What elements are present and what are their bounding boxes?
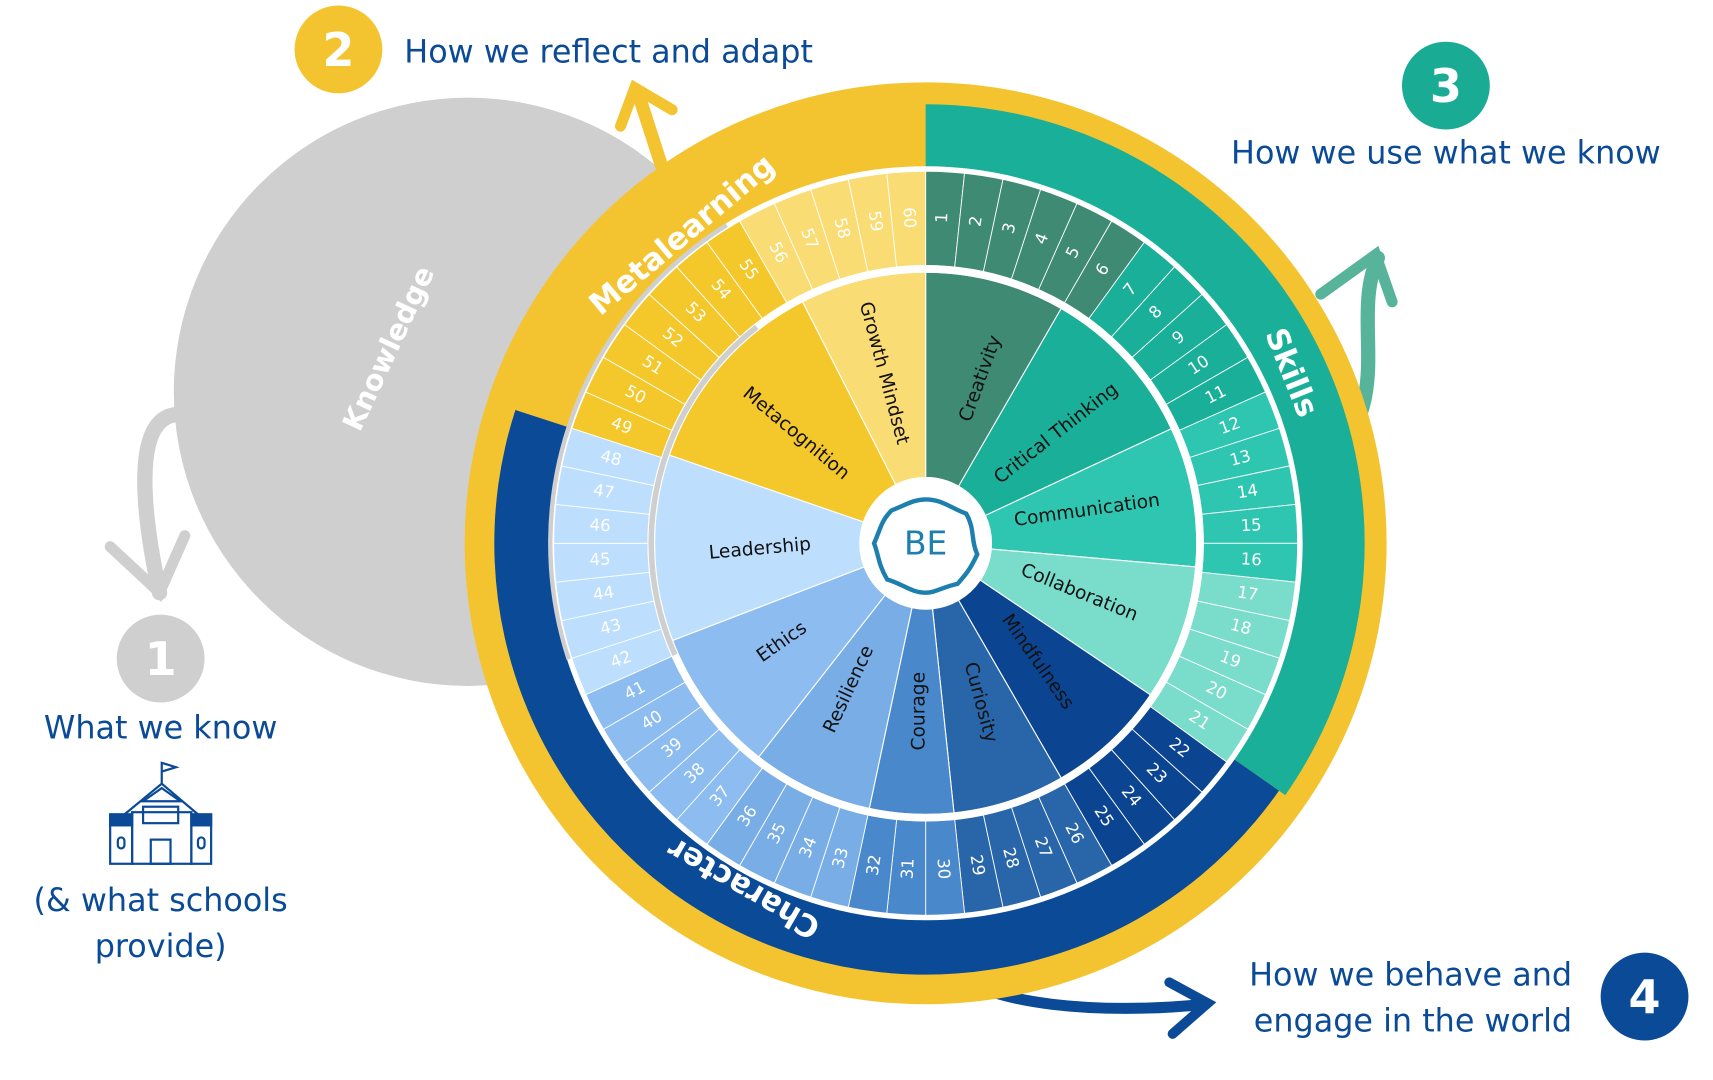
element-number-58: 58	[830, 216, 854, 241]
step-4-title-line-1: How we behave and	[1249, 956, 1572, 994]
step-4: 4 How we behave and engage in the world	[1249, 952, 1689, 1041]
step-4-badge	[1600, 952, 1689, 1041]
element-number-29: 29	[967, 853, 989, 877]
step-1-subtitle-line-1: (& what schools	[34, 881, 288, 919]
element-number-47: 47	[592, 480, 616, 502]
element-number-32: 32	[863, 853, 885, 877]
step-3-badge	[1401, 41, 1490, 130]
step-2-number: 2	[322, 23, 354, 77]
element-number-2: 2	[965, 215, 985, 228]
element-number-46: 46	[589, 515, 611, 535]
element-number-44: 44	[592, 582, 616, 604]
arrow-knowledge-icon	[104, 407, 191, 602]
step-3: 3 How we use what we know	[1231, 41, 1661, 172]
school-icon	[109, 761, 213, 865]
step-2-title: How we reflect and adapt	[404, 33, 813, 71]
element-number-45: 45	[589, 549, 611, 569]
element-number-28: 28	[999, 845, 1023, 870]
step-2: 2 How we reflect and adapt	[294, 5, 813, 94]
be-logo-icon	[871, 497, 980, 595]
element-number-48: 48	[598, 446, 623, 470]
step-1-title: What we know	[44, 709, 277, 747]
be-logo-text: BE	[904, 523, 947, 562]
element-number-14: 14	[1236, 480, 1260, 502]
element-number-30: 30	[934, 858, 954, 880]
element-number-15: 15	[1240, 515, 1262, 535]
element-number-16: 16	[1240, 549, 1262, 569]
step-2-badge	[294, 5, 383, 94]
element-number-43: 43	[598, 615, 623, 639]
element-number-60: 60	[900, 207, 920, 229]
element-number-17: 17	[1236, 582, 1260, 604]
step-3-title: How we use what we know	[1231, 134, 1661, 172]
element-number-31: 31	[898, 858, 918, 880]
step-3-number: 3	[1430, 59, 1462, 113]
step-4-number: 4	[1629, 970, 1661, 1024]
element-number-59: 59	[865, 209, 887, 233]
element-number-1: 1	[932, 212, 952, 223]
step-1: 1 What we know (& what schools provide)	[34, 614, 288, 965]
arrow-metalearning-icon	[615, 79, 678, 172]
element-number-13: 13	[1228, 446, 1253, 470]
step-1-badge	[116, 614, 205, 703]
step-1-subtitle-line-2: provide)	[95, 927, 227, 965]
competency-label: Courage	[909, 672, 930, 751]
knowledge-overlap-arc	[648, 324, 759, 657]
element-number-3: 3	[999, 221, 1020, 236]
element-number-33: 33	[828, 845, 852, 870]
domain-band-skills	[925, 104, 1365, 796]
step-4-title-line-2: engage in the world	[1254, 1002, 1572, 1040]
element-number-18: 18	[1228, 615, 1253, 639]
knowledge-overlap-arc	[548, 223, 728, 660]
step-1-number: 1	[145, 632, 177, 686]
